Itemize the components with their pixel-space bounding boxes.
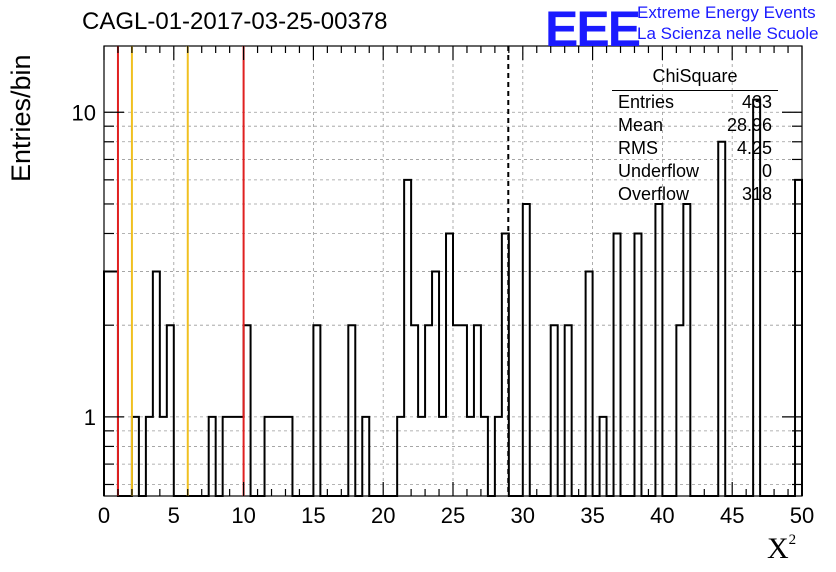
- stats-row-rms: RMS 4.25: [612, 137, 778, 160]
- stats-rows: Entries 433 Mean 28.96 RMS 4.25 Underflow 0 Over…: [612, 91, 778, 206]
- stats-label: Entries: [618, 91, 674, 114]
- x-tick-label: 25: [441, 503, 465, 528]
- y-tick-label: 10: [72, 100, 96, 125]
- stats-title: ChiSquare: [612, 66, 778, 91]
- chart-title: CAGL-01-2017-03-25-00378: [82, 8, 388, 36]
- eee-logo: EEE: [545, 0, 639, 58]
- stats-value: 28.96: [727, 114, 772, 137]
- stats-value: 318: [742, 183, 772, 206]
- stats-label: Underflow: [618, 160, 699, 183]
- stats-row-mean: Mean 28.96: [612, 114, 778, 137]
- x-tick-label: 50: [790, 503, 814, 528]
- x-tick-label: 35: [580, 503, 604, 528]
- x-tick-label: 10: [231, 503, 255, 528]
- x-axis-label: X2: [767, 532, 796, 566]
- stats-row-entries: Entries 433: [612, 91, 778, 114]
- x-tick-label: 15: [301, 503, 325, 528]
- x-tick-label: 20: [371, 503, 395, 528]
- x-tick-label: 40: [650, 503, 674, 528]
- stats-box: ChiSquare Entries 433 Mean 28.96 RMS 4.25 Unde…: [612, 66, 778, 206]
- stats-row-overflow: Overflow 318: [612, 183, 778, 206]
- x-tick-label: 45: [720, 503, 744, 528]
- stats-value: 0: [762, 160, 772, 183]
- x-tick-label: 5: [168, 503, 180, 528]
- stats-label: Overflow: [618, 183, 689, 206]
- logo-line-1: Extreme Energy Events: [637, 3, 816, 23]
- stats-row-underflow: Underflow 0: [612, 160, 778, 183]
- logo-line-2: La Scienza nelle Scuole: [637, 24, 818, 44]
- stats-label: Mean: [618, 114, 663, 137]
- y-axis-label: Entries/bin: [6, 54, 37, 182]
- stats-value: 4.25: [737, 137, 772, 160]
- y-tick-label: 1: [84, 405, 96, 430]
- x-tick-label: 0: [98, 503, 110, 528]
- stats-value: 433: [742, 91, 772, 114]
- stats-label: RMS: [618, 137, 658, 160]
- x-tick-label: 30: [511, 503, 535, 528]
